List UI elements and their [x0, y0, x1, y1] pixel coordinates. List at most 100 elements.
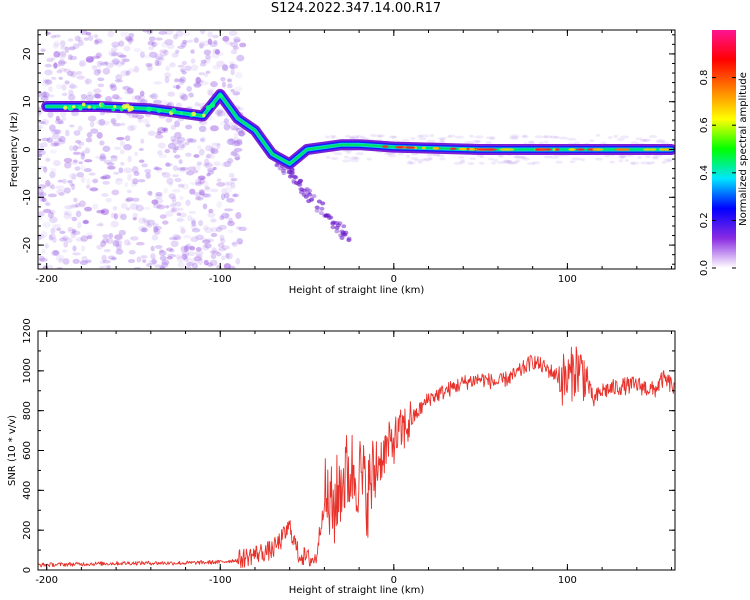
noise-speckle — [165, 162, 171, 167]
noise-speckle — [238, 130, 246, 137]
noise-speckle — [210, 147, 216, 155]
ridge-hotspot — [432, 146, 440, 150]
noise-speckle — [104, 61, 109, 65]
noise-speckle — [65, 210, 72, 217]
noise-speckle — [85, 137, 93, 143]
noise-speckle — [170, 240, 179, 248]
noise-speckle — [38, 188, 44, 196]
noise-speckle — [102, 174, 111, 180]
noise-speckle — [122, 85, 131, 91]
noise-speckle — [346, 238, 352, 243]
noise-speckle — [58, 76, 63, 80]
noise-speckle — [52, 237, 57, 243]
noise-speckle — [183, 255, 189, 263]
noise-speckle — [661, 141, 670, 145]
noise-speckle — [419, 134, 430, 138]
noise-speckle — [230, 182, 236, 189]
noise-speckle — [179, 212, 187, 218]
noise-speckle — [388, 135, 397, 139]
ridge-hotspot — [156, 108, 162, 113]
noise-speckle — [144, 168, 152, 173]
ridge-hotspot — [395, 145, 404, 149]
noise-speckle — [69, 203, 77, 209]
noise-speckle — [159, 50, 167, 57]
noise-speckle — [105, 95, 113, 103]
noise-speckle — [206, 173, 211, 177]
noise-speckle — [214, 49, 221, 55]
noise-speckle — [193, 83, 202, 87]
noise-speckle — [277, 166, 283, 171]
noise-speckle — [161, 127, 168, 132]
noise-speckle — [159, 266, 166, 269]
noise-speckle — [210, 226, 219, 233]
noise-speckle — [387, 154, 397, 158]
noise-speckle — [71, 230, 81, 236]
noise-speckle — [333, 152, 343, 156]
ridge-hotspot — [113, 104, 117, 109]
noise-speckle — [68, 46, 76, 51]
noise-speckle — [194, 250, 204, 256]
noise-speckle — [348, 156, 357, 160]
noise-speckle — [202, 203, 208, 210]
noise-speckle — [228, 121, 234, 129]
noise-speckle — [630, 161, 640, 165]
noise-speckle — [96, 244, 103, 250]
noise-speckle — [207, 91, 214, 96]
noise-speckle — [99, 265, 104, 269]
y-tick-label: -20 — [22, 237, 33, 253]
noise-speckle — [72, 151, 82, 155]
noise-speckle — [234, 154, 241, 161]
noise-speckle — [63, 210, 68, 215]
noise-speckle — [69, 161, 79, 165]
noise-speckle — [307, 188, 313, 193]
noise-speckle — [303, 194, 309, 199]
noise-speckle — [135, 241, 145, 246]
noise-speckle — [89, 187, 99, 192]
noise-speckle — [76, 75, 85, 80]
noise-speckle — [232, 193, 238, 198]
noise-speckle — [74, 166, 81, 171]
noise-speckle — [235, 226, 242, 230]
noise-speckle — [84, 206, 93, 212]
noise-speckle — [102, 145, 111, 152]
noise-speckle — [204, 186, 210, 190]
noise-speckle — [59, 40, 66, 47]
noise-speckle — [142, 217, 147, 223]
noise-speckle — [391, 135, 397, 139]
noise-speckle — [42, 91, 47, 98]
noise-speckle — [53, 159, 61, 167]
noise-speckle — [43, 78, 51, 82]
noise-speckle — [216, 181, 226, 187]
noise-speckle — [57, 51, 67, 59]
noise-speckle — [212, 34, 219, 39]
noise-speckle — [474, 135, 484, 139]
noise-speckle — [58, 192, 65, 197]
noise-speckle — [195, 195, 201, 201]
noise-speckle — [198, 179, 205, 184]
noise-speckle — [311, 194, 317, 199]
noise-speckle — [227, 83, 233, 89]
noise-speckle — [99, 155, 107, 162]
ridge-hotspot — [63, 105, 68, 110]
noise-speckle — [74, 35, 81, 42]
noise-speckle — [92, 203, 99, 210]
noise-speckle — [202, 163, 212, 167]
noise-speckle — [114, 178, 123, 185]
noise-speckle — [118, 40, 125, 47]
noise-speckle — [83, 37, 89, 41]
noise-speckle — [140, 256, 147, 262]
ridge-hotspot — [67, 104, 74, 111]
x-tick-label: -200 — [35, 274, 58, 285]
noise-speckle — [160, 99, 167, 105]
noise-speckle — [87, 115, 97, 122]
noise-speckle — [95, 155, 101, 159]
noise-speckle — [128, 32, 135, 38]
noise-speckle — [165, 210, 174, 217]
ridge-hotspot — [485, 148, 498, 151]
noise-speckle — [230, 125, 239, 131]
noise-speckle — [112, 122, 122, 127]
ridge-hotspot — [218, 93, 223, 99]
noise-speckle — [185, 265, 192, 269]
noise-speckle — [95, 52, 102, 58]
noise-speckle — [235, 127, 244, 134]
